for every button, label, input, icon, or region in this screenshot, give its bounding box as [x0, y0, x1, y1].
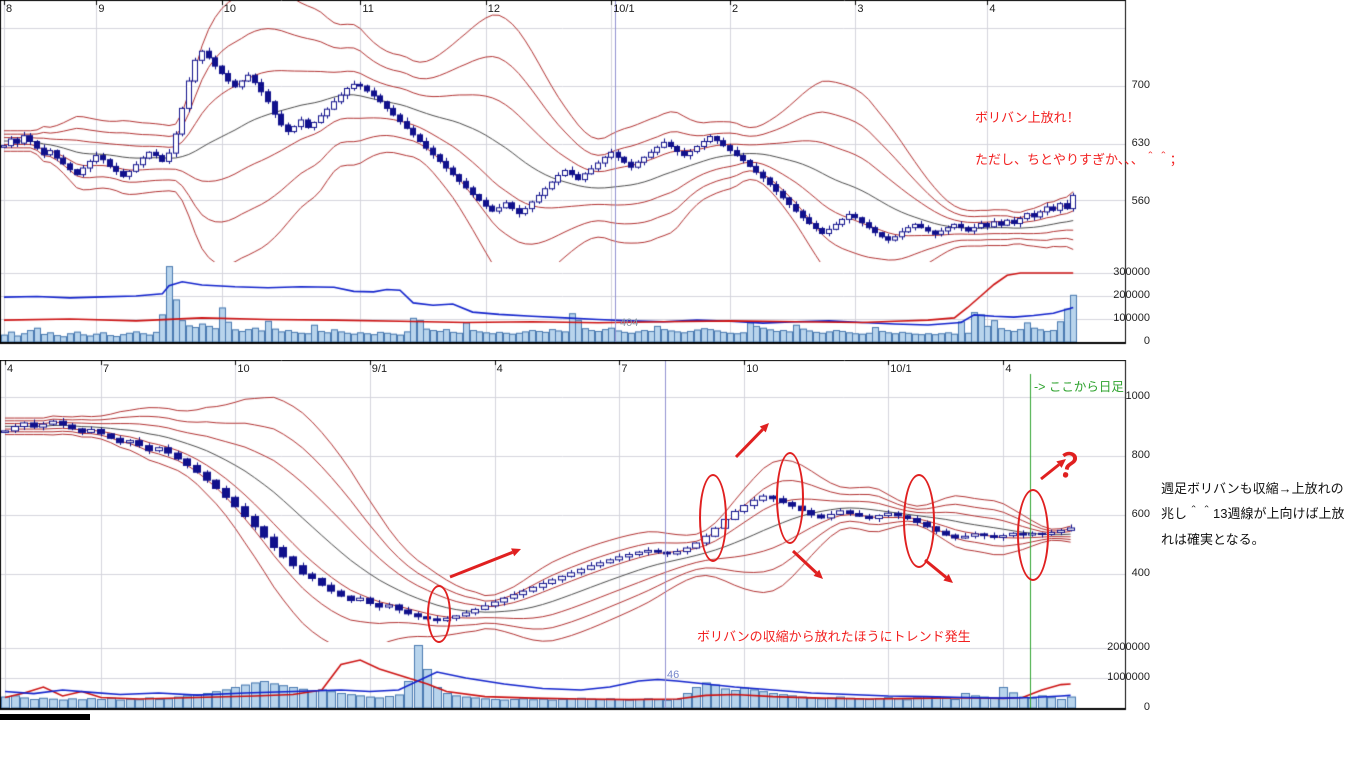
weekly-analysis-note: 週足ボリバンも収縮→上放れの兆し＾＾13週線が上向けば上放れは確実となる。 — [1161, 481, 1345, 547]
x-axis-label: 3 — [857, 3, 864, 15]
trend-arrow-icon — [449, 548, 521, 579]
daily-marker-label: 404 — [620, 317, 639, 329]
trend-ellipse — [427, 585, 451, 643]
x-axis-label: 12 — [487, 3, 501, 15]
x-axis-label: 8 — [6, 3, 13, 15]
weekly-marker-label: 46 — [667, 669, 680, 681]
x-axis-label: 4 — [496, 363, 503, 375]
y-axis-label: 100000 — [1113, 311, 1150, 324]
trend-ellipse — [699, 474, 727, 562]
y-axis-label: 630 — [1131, 136, 1150, 149]
y-axis-label: 700 — [1131, 79, 1150, 91]
x-axis-label: 4 — [989, 3, 996, 15]
trend-arrow-icon — [924, 558, 953, 583]
y-axis-label: 1000 — [1125, 390, 1150, 402]
y-axis-label: 800 — [1131, 449, 1150, 461]
y-axis-label: 200000 — [1113, 288, 1150, 301]
x-axis-label: 9/1 — [371, 363, 388, 375]
y-axis-label: 0 — [1143, 701, 1150, 713]
y-axis-label: 1000000 — [1107, 671, 1150, 683]
x-axis-label: 4 — [1005, 363, 1012, 375]
x-axis-label: 10 — [237, 363, 250, 375]
y-axis-label: 400 — [1131, 567, 1150, 579]
y-axis-label: 2000000 — [1107, 640, 1150, 653]
x-axis-label: 7 — [621, 363, 628, 375]
daily-caution-note: ただし、ちとやりすぎか、、、＾＾； — [975, 152, 1183, 167]
trend-arrow-icon — [1040, 459, 1066, 481]
trend-arrow-icon — [791, 549, 823, 579]
weekly-trend-note: ボリバンの収縮から放れたほうにトレンド発生 — [697, 629, 971, 644]
weekly-start-daily-note: -> ここから日足 — [1034, 380, 1124, 394]
daily-chart-canvas[interactable] — [0, 0, 1128, 350]
x-axis-label: 10 — [746, 363, 759, 375]
y-axis-label: 300000 — [1113, 265, 1150, 278]
x-axis-label: 2 — [732, 3, 739, 15]
y-axis-label: 560 — [1131, 194, 1150, 207]
scrollbar-thumb[interactable] — [0, 714, 90, 720]
x-axis-label: 4 — [7, 363, 14, 375]
trend-ellipse — [1017, 489, 1049, 581]
y-axis-label: 0 — [1143, 335, 1150, 347]
x-axis-label: 11 — [362, 3, 374, 15]
trend-arrow-icon — [734, 423, 769, 459]
weekly-chart-canvas[interactable] — [0, 360, 1128, 714]
x-axis-label: 10 — [223, 3, 237, 15]
x-axis-label: 9 — [98, 3, 105, 15]
y-axis-label: 600 — [1131, 508, 1150, 520]
trend-ellipse — [903, 474, 935, 568]
x-axis-label: 10/1 — [890, 363, 912, 375]
x-axis-label: 7 — [103, 363, 110, 375]
trend-ellipse — [776, 452, 804, 544]
daily-breakout-note: ボリバン上放れ！ — [975, 110, 1080, 125]
x-axis-label: 10/1 — [613, 3, 635, 15]
